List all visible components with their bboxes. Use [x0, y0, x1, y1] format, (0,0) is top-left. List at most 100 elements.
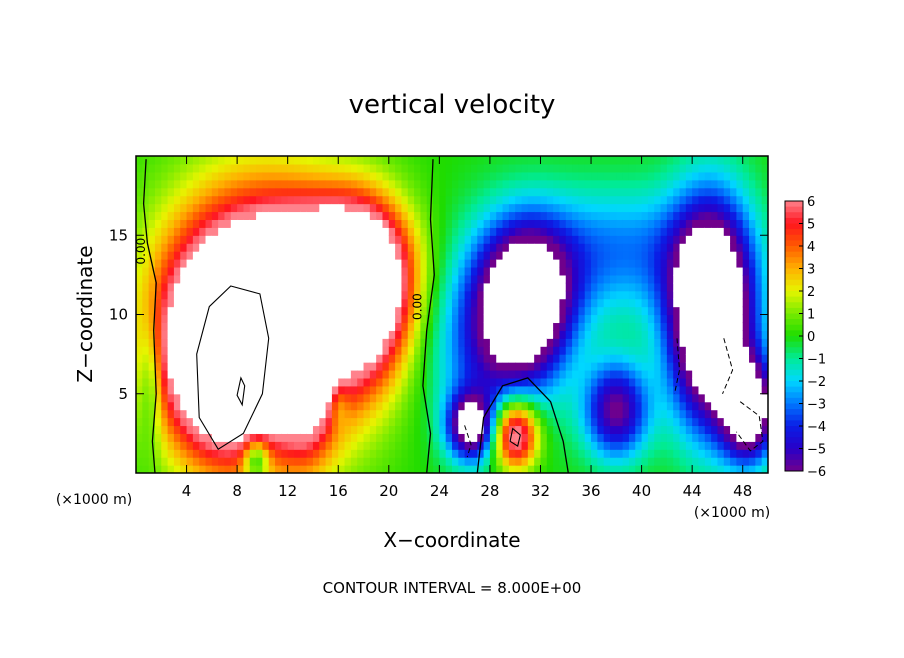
heatmap-cell — [698, 346, 706, 355]
heatmap-cell — [161, 203, 169, 213]
heatmap-cell — [723, 314, 731, 324]
heatmap-cell — [464, 298, 472, 308]
heatmap-cell — [553, 163, 561, 173]
heatmap-cell — [331, 354, 339, 363]
heatmap-cell — [711, 274, 719, 284]
heatmap-cell — [483, 203, 491, 213]
heatmap-cell — [565, 417, 573, 427]
heatmap-cell — [698, 211, 706, 220]
heatmap-cell — [433, 227, 440, 236]
heatmap-cell — [142, 338, 150, 347]
heatmap-cell — [698, 322, 706, 331]
heatmap-cell — [730, 354, 737, 363]
heatmap-cell — [211, 346, 219, 355]
heatmap-cell — [464, 179, 472, 189]
heatmap-cell — [749, 156, 756, 165]
heatmap-cell — [401, 298, 409, 308]
heatmap-cell — [597, 179, 605, 189]
heatmap-cell — [180, 243, 188, 252]
heatmap-cell — [635, 179, 643, 189]
heatmap-cell — [376, 219, 384, 228]
heatmap-cell — [154, 298, 162, 308]
heatmap-cell — [622, 251, 630, 260]
heatmap-cell — [363, 187, 371, 197]
heatmap-cell — [464, 322, 472, 331]
heatmap-cell — [717, 235, 725, 244]
heatmap-cell — [717, 179, 725, 189]
heatmap-cell — [388, 401, 396, 411]
heatmap-cell — [742, 227, 750, 236]
heatmap-cell — [294, 377, 301, 387]
heatmap-cell — [616, 298, 624, 308]
heatmap-cell — [224, 203, 232, 213]
heatmap-cell — [565, 156, 573, 165]
heatmap-cell — [591, 156, 598, 165]
heatmap-cell — [666, 282, 674, 292]
heatmap-cell — [628, 266, 636, 276]
heatmap-cell — [477, 227, 485, 236]
heatmap-cell — [218, 425, 226, 434]
heatmap-cell — [603, 441, 611, 450]
heatmap-cell — [338, 441, 346, 450]
heatmap-cell — [344, 338, 352, 347]
heatmap-cell — [730, 187, 737, 197]
heatmap-cell — [660, 369, 668, 379]
heatmap-cell — [136, 385, 143, 395]
heatmap-cell — [603, 457, 611, 466]
heatmap-cell — [635, 425, 643, 434]
heatmap-cell — [641, 362, 649, 371]
heatmap-cell — [161, 227, 169, 236]
heatmap-cell — [439, 203, 447, 213]
heatmap-cell — [679, 306, 687, 316]
heatmap-cell — [230, 433, 238, 442]
heatmap-cell — [515, 457, 523, 466]
heatmap-cell — [540, 354, 548, 363]
heatmap-cell — [300, 195, 308, 205]
heatmap-cell — [224, 409, 232, 419]
heatmap-cell — [597, 401, 605, 411]
heatmap-cell — [414, 433, 421, 442]
heatmap-cell — [249, 417, 257, 427]
heatmap-cell — [382, 251, 390, 260]
heatmap-cell — [584, 290, 592, 300]
heatmap-cell — [256, 211, 263, 220]
heatmap-cell — [433, 219, 440, 228]
heatmap-cell — [647, 338, 655, 347]
heatmap-cell — [363, 377, 371, 387]
heatmap-cell — [749, 433, 756, 442]
heatmap-cell — [483, 227, 491, 236]
heatmap-cell — [464, 227, 472, 236]
heatmap-cell — [496, 171, 504, 181]
heatmap-cell — [433, 346, 440, 355]
heatmap-cell — [154, 259, 162, 268]
colorbar-swatch — [785, 352, 803, 360]
heatmap-cell — [452, 457, 459, 466]
heatmap-cell — [218, 163, 226, 173]
heatmap-cell — [540, 409, 548, 419]
heatmap-cell — [357, 266, 365, 276]
heatmap-cell — [445, 362, 453, 371]
heatmap-cell — [610, 179, 617, 189]
heatmap-cell — [237, 433, 245, 442]
heatmap-cell — [369, 306, 377, 316]
heatmap-cell — [685, 449, 693, 458]
heatmap-cell — [711, 227, 719, 236]
heatmap-cell — [401, 227, 409, 236]
heatmap-cell — [262, 338, 270, 347]
heatmap-cell — [610, 385, 617, 395]
heatmap-cell — [572, 369, 579, 379]
heatmap-cell — [376, 330, 384, 339]
heatmap-cell — [287, 354, 295, 363]
heatmap-cell — [572, 219, 579, 228]
heatmap-cell — [243, 393, 251, 403]
heatmap-cell — [704, 235, 712, 244]
heatmap-cell — [142, 203, 150, 213]
heatmap-cell — [344, 163, 352, 173]
heatmap-cell — [294, 425, 301, 434]
heatmap-cell — [489, 298, 497, 308]
heatmap-cell — [369, 203, 377, 213]
heatmap-cell — [439, 227, 447, 236]
heatmap-cell — [382, 354, 390, 363]
heatmap-cell — [294, 195, 301, 205]
heatmap-cell — [464, 195, 472, 205]
